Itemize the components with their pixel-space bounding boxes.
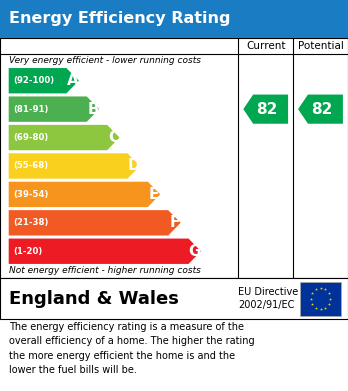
Bar <box>0 38 348 278</box>
Polygon shape <box>9 239 201 264</box>
Polygon shape <box>9 210 181 235</box>
Bar <box>300 282 341 316</box>
Text: England & Wales: England & Wales <box>9 289 179 308</box>
Polygon shape <box>9 68 79 93</box>
Bar <box>0 278 348 319</box>
Text: Very energy efficient - lower running costs: Very energy efficient - lower running co… <box>9 56 201 66</box>
Text: G: G <box>189 244 201 259</box>
Polygon shape <box>9 97 99 122</box>
Text: A: A <box>67 73 79 88</box>
Polygon shape <box>243 95 288 124</box>
Bar <box>0 0 348 38</box>
Text: Not energy efficient - higher running costs: Not energy efficient - higher running co… <box>9 266 200 276</box>
Text: E: E <box>149 187 159 202</box>
Text: Energy Efficiency Rating: Energy Efficiency Rating <box>9 11 230 27</box>
Text: C: C <box>108 130 119 145</box>
Text: 82: 82 <box>311 102 333 117</box>
Text: F: F <box>169 215 180 230</box>
Text: (81-91): (81-91) <box>13 105 48 114</box>
Text: 82: 82 <box>256 102 278 117</box>
Polygon shape <box>9 125 120 150</box>
Polygon shape <box>9 182 160 207</box>
Text: (39-54): (39-54) <box>13 190 48 199</box>
Text: (55-68): (55-68) <box>13 161 48 170</box>
Text: (1-20): (1-20) <box>13 247 42 256</box>
Text: (69-80): (69-80) <box>13 133 48 142</box>
Text: (92-100): (92-100) <box>13 76 54 85</box>
Text: Potential: Potential <box>298 41 343 51</box>
Text: EU Directive
2002/91/EC: EU Directive 2002/91/EC <box>238 287 299 310</box>
Text: B: B <box>87 102 99 117</box>
Text: D: D <box>127 158 140 174</box>
Polygon shape <box>9 153 140 179</box>
Text: (21-38): (21-38) <box>13 218 48 227</box>
Polygon shape <box>298 95 343 124</box>
Text: Current: Current <box>246 41 285 51</box>
Text: The energy efficiency rating is a measure of the
overall efficiency of a home. T: The energy efficiency rating is a measur… <box>9 322 254 375</box>
